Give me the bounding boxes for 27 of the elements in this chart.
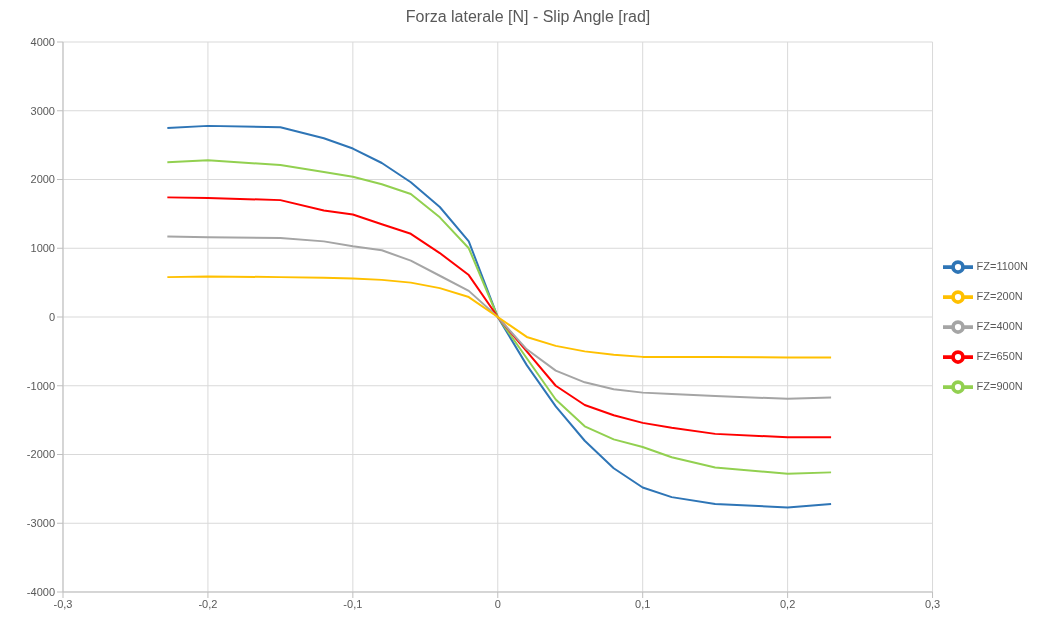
- line-series: [166, 124, 833, 509]
- x-tick-label: 0,1: [635, 597, 651, 610]
- line-series: [166, 235, 833, 400]
- line-series: [166, 196, 833, 439]
- x-tick-label: 0: [494, 597, 501, 610]
- x-tick-label: 0,3: [924, 597, 941, 610]
- y-tick-label: -3000: [26, 517, 55, 530]
- y-tick-label: 2000: [30, 173, 55, 186]
- y-tick-label: -4000: [26, 585, 55, 598]
- y-tick-label: 1000: [30, 242, 55, 255]
- x-tick-label: 0,2: [779, 597, 796, 610]
- legend-label: FZ=400N: [976, 319, 1023, 332]
- x-tick-label: -0,1: [343, 597, 363, 610]
- y-tick-label: -1000: [26, 379, 55, 392]
- line-series: [166, 159, 833, 475]
- chart-title: Forza laterale [N] - Slip Angle [rad]: [404, 8, 652, 26]
- x-tick-label: -0,2: [198, 597, 218, 610]
- y-tick-label: 0: [48, 310, 55, 323]
- y-tick-label: 4000: [30, 35, 55, 48]
- line-series: [166, 275, 833, 359]
- legend-label: FZ=900N: [976, 379, 1023, 392]
- y-tick-label: 3000: [30, 104, 55, 117]
- legend-label: FZ=200N: [976, 289, 1023, 302]
- legend-label: FZ=1100N: [976, 259, 1028, 272]
- x-tick-label: -0,3: [53, 597, 73, 610]
- y-tick-label: -2000: [26, 448, 55, 461]
- legend-label: FZ=650N: [976, 349, 1023, 362]
